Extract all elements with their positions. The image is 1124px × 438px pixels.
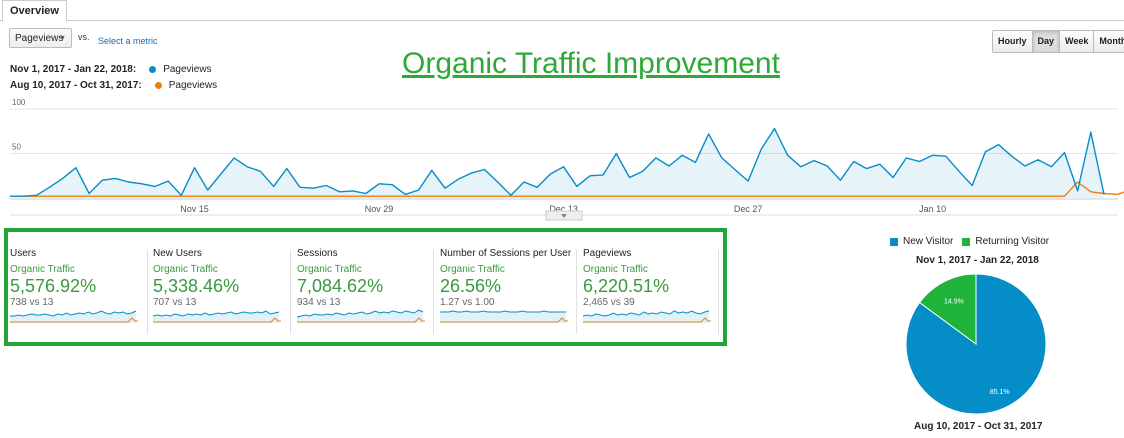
- kpi-value: 7,084.62%: [297, 276, 384, 296]
- kpi-divider: [290, 250, 291, 334]
- kpi-users[interactable]: Users Organic Traffic 5,576.92% 738 vs 1…: [10, 248, 146, 329]
- kpi-compare: 934 vs 13: [297, 297, 341, 308]
- pageviews-line-chart[interactable]: 100 50 Nov 15 Nov 29 Dec 13 Dec 27 Jan 10: [0, 95, 1124, 223]
- kpi-sparkline: [10, 310, 138, 323]
- kpi-segment: Organic Traffic: [10, 264, 75, 275]
- legend-primary: Nov 1, 2017 - Jan 22, 2018: Pageviews: [10, 64, 212, 75]
- sparkline-compare-line: [440, 317, 568, 323]
- kpi-compare: 738 vs 13: [10, 297, 54, 308]
- sparkline-area: [10, 311, 136, 323]
- x-tick-label: Dec 13: [549, 204, 578, 214]
- x-tick-label: Nov 29: [365, 204, 394, 214]
- week-button[interactable]: Week: [1060, 31, 1095, 52]
- sparkline-compare-line: [297, 317, 425, 323]
- x-tick-label: Jan 10: [919, 204, 946, 214]
- sparkline-line: [296, 309, 424, 318]
- sparkline-area: [297, 310, 423, 323]
- y-tick-label: 50: [12, 143, 21, 152]
- kpi-sparkline: [440, 310, 568, 323]
- kpi-segment: Organic Traffic: [583, 264, 648, 275]
- day-button[interactable]: Day: [1032, 31, 1061, 52]
- legend-secondary-metric: Pageviews: [168, 80, 218, 91]
- kpi-highlight-box: [4, 228, 727, 346]
- kpi-compare: 707 vs 13: [153, 297, 197, 308]
- legend-secondary-range: Aug 10, 2017 - Oct 31, 2017:: [10, 80, 142, 91]
- kpi-value: 5,338.46%: [153, 276, 240, 296]
- sparkline-compare-line: [153, 317, 281, 323]
- legend-square-icon: [890, 237, 898, 246]
- pie-legend-returning-visitor: Returning Visitor: [975, 236, 1050, 247]
- sparkline-line: [582, 310, 710, 317]
- legend-dot-icon: [149, 66, 157, 73]
- kpi-title: New Users: [153, 248, 202, 259]
- kpi-sparkline: [152, 310, 281, 323]
- kpi-sessions[interactable]: Sessions Organic Traffic 7,084.62% 934 v…: [296, 248, 433, 329]
- kpi-compare: 1.27 vs 1.00: [440, 297, 495, 308]
- legend-square-icon: [962, 237, 971, 246]
- kpi-divider: [433, 250, 434, 334]
- kpi-compare: 2,465 vs 39: [583, 297, 635, 308]
- kpi-title: Sessions: [297, 248, 338, 259]
- legend-dot-icon: [154, 82, 162, 89]
- kpi-pageviews[interactable]: Pageviews Organic Traffic 6,220.51% 2,46…: [582, 248, 719, 329]
- month-button[interactable]: Month: [1094, 31, 1124, 52]
- sparkline-area: [440, 311, 566, 323]
- select-metric-link[interactable]: Select a metric: [98, 36, 158, 46]
- vs-label: vs.: [78, 32, 90, 42]
- pie-legend: New Visitor Returning Visitor: [890, 236, 1049, 247]
- metric-select-value: Pageviews: [15, 33, 64, 44]
- kpi-title: Users: [10, 248, 37, 259]
- pie-date-range: Nov 1, 2017 - Jan 22, 2018: [916, 255, 1039, 266]
- chevron-down-icon: [561, 214, 567, 218]
- sparkline-line: [10, 310, 137, 317]
- sparkline-area: [153, 311, 279, 323]
- sparkline-compare-line: [583, 317, 711, 323]
- kpi-value: 5,576.92%: [10, 276, 97, 296]
- legend-primary-range: Nov 1, 2017 - Jan 22, 2018:: [10, 64, 137, 75]
- metric-select[interactable]: Pageviews ▼: [9, 28, 72, 48]
- kpi-sessions-per-user[interactable]: Number of Sessions per User Organic Traf…: [440, 248, 576, 329]
- series-line: [10, 181, 1124, 197]
- sparkline-line: [440, 310, 566, 313]
- series-area: [10, 128, 1104, 198]
- kpi-title: Pageviews: [583, 248, 632, 259]
- tab-bar: Overview: [0, 0, 1124, 22]
- pie-legend-new-visitor: New Visitor: [903, 236, 954, 247]
- y-tick-label: 100: [12, 98, 26, 107]
- time-granularity-group: Hourly Day Week Month: [992, 30, 1124, 53]
- kpi-sparkline: [582, 310, 711, 323]
- kpi-segment: Organic Traffic: [153, 264, 218, 275]
- hourly-button[interactable]: Hourly: [993, 31, 1033, 52]
- sparkline-line: [152, 310, 280, 317]
- headline-annotation: Organic Traffic Improvement: [402, 47, 780, 80]
- kpi-value: 6,220.51%: [583, 276, 670, 296]
- kpi-segment: Organic Traffic: [440, 264, 505, 275]
- pie-compare-date-range: Aug 10, 2017 - Oct 31, 2017: [914, 421, 1043, 432]
- pie-slice-label: 14.9%: [944, 298, 964, 305]
- sparkline-compare-line: [10, 317, 138, 323]
- legend-secondary: Aug 10, 2017 - Oct 31, 2017: Pageviews: [10, 80, 217, 91]
- visitor-type-pie-chart[interactable]: 85.1% 14.9%: [904, 272, 1048, 416]
- tab-overview[interactable]: Overview: [2, 0, 67, 22]
- series-line: [10, 127, 1105, 197]
- pie-slice: [918, 273, 977, 345]
- kpi-divider: [718, 250, 719, 334]
- kpi-value: 26.56%: [440, 276, 502, 296]
- kpi-segment: Organic Traffic: [297, 264, 362, 275]
- kpi-new-users[interactable]: New Users Organic Traffic 5,338.46% 707 …: [152, 248, 289, 329]
- kpi-title: Number of Sessions per User: [440, 248, 572, 259]
- x-tick-label: Dec 27: [734, 204, 763, 214]
- kpi-sparkline: [296, 309, 425, 323]
- kpi-divider: [576, 250, 577, 334]
- legend-primary-metric: Pageviews: [163, 64, 212, 75]
- chevron-down-icon: ▼: [59, 35, 66, 42]
- kpi-divider: [147, 250, 148, 334]
- pie-slice-label: 85.1%: [990, 389, 1010, 396]
- x-tick-label: Nov 15: [180, 204, 209, 214]
